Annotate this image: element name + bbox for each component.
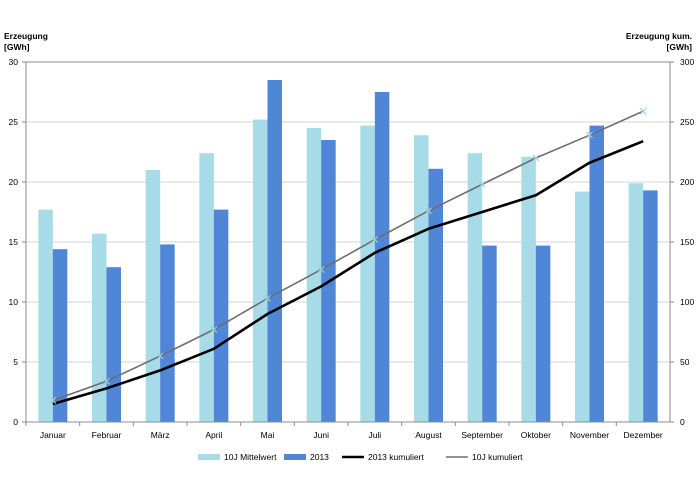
bar-year-10 [589,125,604,422]
bar-mean-10 [575,191,590,422]
marker-10y-cumulative [639,107,647,115]
x-tick-label: Oktober [521,430,551,440]
bar-mean-1 [92,233,107,422]
bar-mean-8 [467,153,483,422]
bar-year-9 [535,245,551,422]
x-tick-label: November [570,430,609,440]
x-tick-label: Juli [368,430,381,440]
legend-label: 10J Mittelwert [224,452,277,462]
left-tick-label: 10 [9,297,19,307]
marker-10y-cumulative [371,236,379,244]
marker-10y-cumulative [49,396,57,404]
marker-10y-cumulative [317,266,325,274]
left-tick-label: 25 [9,117,19,127]
bar-mean-5 [306,128,322,422]
legend-swatch [284,454,306,460]
legend-label: 10J kumuliert [472,452,523,462]
bar-year-3 [213,209,229,422]
marker-10y-cumulative [156,352,164,360]
bar-mean-0 [38,209,53,422]
bar-year-8 [482,245,497,422]
left-tick-label: 0 [13,417,18,427]
bar-year-2 [160,244,175,422]
right-tick-label: 300 [680,57,694,67]
x-tick-label: Mai [261,430,275,440]
left-tick-label: 15 [9,237,19,247]
right-axis-title-line1: Erzeugung kum. [626,31,692,41]
x-tick-label: März [151,430,170,440]
x-tick-label: Februar [92,430,122,440]
bar-year-1 [106,267,121,422]
legend: 10J Mittelwert 2013 2013 kumuliert 10J kumu… [198,452,523,462]
bar-year-11 [643,190,658,422]
bar-mean-6 [360,125,375,422]
right-tick-label: 0 [680,417,685,427]
marker-10y-cumulative [586,131,593,139]
right-tick-label: 50 [680,357,690,367]
bar-mean-11 [628,183,644,422]
marker-10y-cumulative [478,180,486,188]
legend-label: 2013 kumuliert [368,452,424,462]
marker-10y-cumulative [103,377,110,385]
x-tick-label: Juni [313,430,329,440]
x-tick-label: August [415,430,442,440]
line-2013-cumulative [52,139,644,406]
bar-year-4 [267,80,282,422]
left-axis-title-line2: [GWh] [4,42,30,52]
marker-10y-cumulative [532,154,540,162]
left-tick-label: 20 [9,177,19,187]
right-tick-label: 150 [680,237,694,247]
left-axis-title-line1: Erzeugung [4,31,48,41]
x-tick-label: April [205,430,222,440]
right-tick-label: 100 [680,297,694,307]
bar-mean-2 [145,170,161,422]
x-tick-label: September [461,430,503,440]
bar-mean-4 [253,119,268,422]
marker-10y-cumulative [425,207,432,215]
left-tick-label: 5 [13,357,18,367]
x-tick-label: Januar [40,430,66,440]
bar-year-0 [52,249,68,422]
bar-year-7 [428,168,443,422]
right-tick-label: 250 [680,117,694,127]
x-tick-label: Dezember [624,430,663,440]
legend-label: 2013 [310,452,329,462]
right-axis-title-line2: [GWh] [667,42,693,52]
left-tick-label: 30 [9,57,19,67]
bar-mean-3 [199,153,214,422]
marker-10y-cumulative [210,326,218,334]
right-tick-label: 200 [680,177,694,187]
legend-swatch [198,454,220,460]
line-10y-cumulative [52,110,644,402]
bar-mean-7 [414,135,429,422]
marker-10y-cumulative [264,294,271,302]
bar-year-6 [374,92,390,422]
bar-mean-9 [521,156,536,423]
